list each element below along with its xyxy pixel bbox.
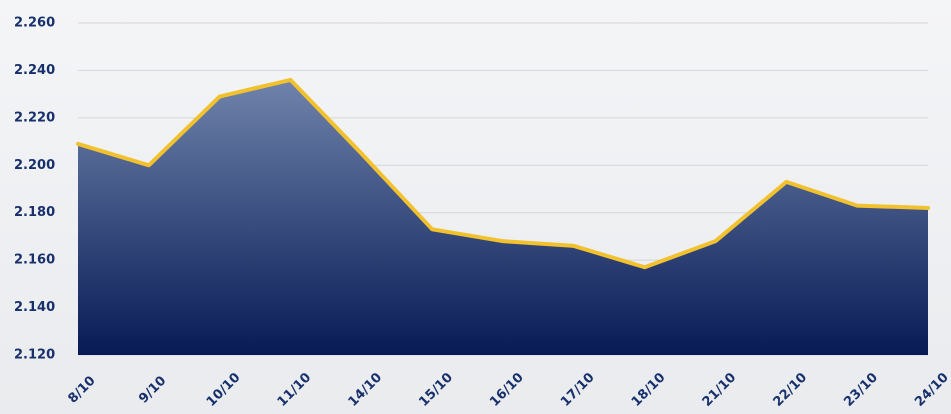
x-tick-label: 9/10 <box>136 373 169 406</box>
x-tick-label: 15/10 <box>416 370 456 410</box>
x-tick-label: 8/10 <box>65 373 98 406</box>
y-tick-label: 2.120 <box>14 348 55 363</box>
x-tick-label: 14/10 <box>346 370 386 410</box>
y-tick-label: 2.220 <box>14 110 55 125</box>
x-tick-label: 18/10 <box>629 370 669 410</box>
x-tick-label: 10/10 <box>204 370 244 410</box>
y-tick-label: 2.180 <box>14 205 55 220</box>
x-tick-label: 22/10 <box>771 370 811 410</box>
x-tick-label: 16/10 <box>487 370 527 410</box>
x-tick-label: 21/10 <box>700 370 740 410</box>
line <box>76 77 930 270</box>
y-tick-label: 2.160 <box>14 253 55 268</box>
x-tick-label: 11/10 <box>275 370 315 410</box>
y-tick-label: 2.260 <box>14 16 55 31</box>
x-tick-label: 24/10 <box>912 370 951 410</box>
x-tick-label: 23/10 <box>841 370 881 410</box>
y-tick-label: 2.240 <box>14 63 55 78</box>
y-tick-label: 2.200 <box>14 158 55 173</box>
x-tick-label: 17/10 <box>558 370 598 410</box>
area <box>78 79 928 356</box>
y-tick-label: 2.140 <box>14 300 55 315</box>
